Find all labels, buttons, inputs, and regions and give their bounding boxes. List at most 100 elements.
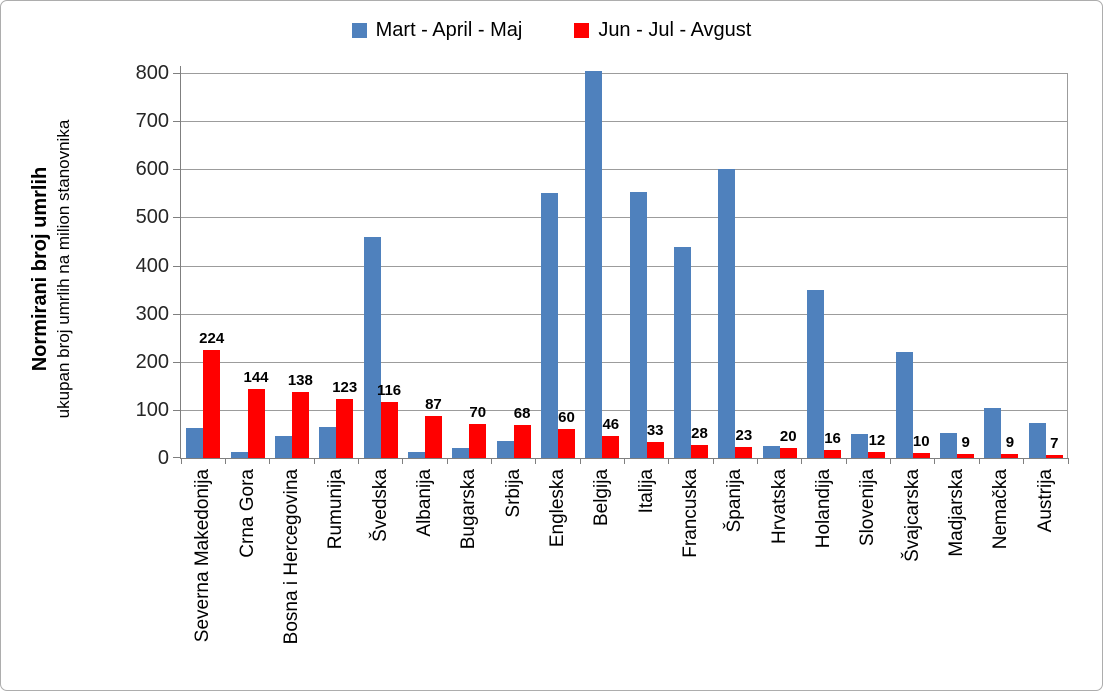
bar-group: 20 xyxy=(758,73,802,458)
value-label: 10 xyxy=(912,433,930,451)
y-axis-tick xyxy=(173,457,181,458)
bar-group: 116 xyxy=(358,73,402,458)
bar xyxy=(779,448,797,458)
bar xyxy=(540,193,558,458)
x-axis-tick xyxy=(269,458,271,464)
x-tick-label: Francuska xyxy=(680,469,702,558)
bar xyxy=(380,402,398,458)
bar-group: 10 xyxy=(891,73,935,458)
bar xyxy=(868,452,886,458)
y-axis-line xyxy=(180,66,181,459)
bar-group: 68 xyxy=(491,73,535,458)
x-tick-label: Engleska xyxy=(546,469,568,548)
bar-group: 28 xyxy=(669,73,713,458)
value-label: 138 xyxy=(287,371,313,389)
bar-group: 23 xyxy=(713,73,757,458)
x-axis-tick xyxy=(224,458,226,464)
value-label: 144 xyxy=(243,368,269,386)
bar-group: 60 xyxy=(536,73,580,458)
y-tick-label: 800 xyxy=(135,62,169,84)
bar-group: 33 xyxy=(625,73,669,458)
value-label: 123 xyxy=(332,378,358,396)
value-label: 60 xyxy=(558,409,575,427)
bar-group: 224 xyxy=(181,73,225,458)
value-label: 33 xyxy=(646,422,664,440)
legend: Mart - April - Maj Jun - Jul - Avgust xyxy=(1,15,1102,45)
bar xyxy=(718,169,736,458)
value-label: 116 xyxy=(376,382,402,400)
x-axis-tick xyxy=(446,458,448,464)
value-label: 28 xyxy=(691,424,708,442)
x-tick-label: Severna Makedonija xyxy=(192,469,214,643)
bar xyxy=(319,426,337,458)
value-label: 70 xyxy=(469,404,487,422)
value-label: 23 xyxy=(735,426,753,444)
x-tick-label: Madjarska xyxy=(946,469,968,557)
bar xyxy=(1028,422,1046,458)
bar-group: 16 xyxy=(802,73,846,458)
bar-group: 87 xyxy=(403,73,447,458)
bar-group: 7 xyxy=(1024,73,1068,458)
y-axis-tick xyxy=(173,73,181,74)
value-label: 7 xyxy=(1050,434,1059,452)
x-tick-label: Švedska xyxy=(369,469,391,542)
x-tick-label: Crna Gora xyxy=(236,469,258,558)
value-label: 12 xyxy=(868,432,886,450)
x-axis-tick xyxy=(624,458,625,464)
value-label: 68 xyxy=(513,405,531,423)
bar xyxy=(1045,454,1063,458)
value-label: 87 xyxy=(425,396,442,414)
y-axis-tick xyxy=(173,409,181,411)
gridline xyxy=(181,313,1068,315)
x-tick-label: Španija xyxy=(724,469,746,533)
legend-item-mart-april-maj: Mart - April - Maj xyxy=(351,18,523,42)
bar xyxy=(291,391,309,458)
bar xyxy=(496,441,514,458)
bar xyxy=(424,416,442,458)
y-axis-tick xyxy=(173,121,181,123)
bar-group: 9 xyxy=(935,73,979,458)
gridline xyxy=(181,409,1068,411)
legend-label: Mart - April - Maj xyxy=(375,18,523,41)
y-axis-subtitle: ukupan broj umrlih na milion stanovnika xyxy=(54,119,73,419)
value-label: 224 xyxy=(199,330,225,348)
bar xyxy=(735,446,753,458)
y-tick-label: 400 xyxy=(135,254,169,277)
x-axis-tick xyxy=(579,458,581,464)
bar xyxy=(1001,453,1019,458)
bar xyxy=(912,453,930,458)
bar-group: 9 xyxy=(979,73,1023,458)
bar xyxy=(691,444,709,458)
x-tick-label: Austrija xyxy=(1034,469,1056,533)
value-label: 9 xyxy=(1005,433,1015,451)
y-axis-tick xyxy=(173,361,181,363)
gridline xyxy=(181,217,1068,219)
bar xyxy=(940,432,958,458)
gridline xyxy=(181,361,1068,363)
y-tick-label: 0 xyxy=(157,447,169,469)
x-axis-tick xyxy=(313,458,315,464)
bar-group: 70 xyxy=(447,73,491,458)
x-axis-tick xyxy=(1067,458,1069,464)
x-tick-label: Holandija xyxy=(813,469,835,549)
bar-group: 123 xyxy=(314,73,358,458)
y-axis-tick xyxy=(173,169,181,171)
y-tick-label: 600 xyxy=(135,158,169,181)
bar xyxy=(602,435,620,458)
x-tick-label: Slovenija xyxy=(857,469,879,547)
y-tick-label: 700 xyxy=(135,110,169,133)
bar xyxy=(363,236,381,458)
y-tick-label: 100 xyxy=(135,398,169,421)
bar-group: 138 xyxy=(270,73,314,458)
x-axis-tick xyxy=(668,458,670,464)
bar-group: 46 xyxy=(580,70,624,458)
bar xyxy=(513,425,531,458)
bar xyxy=(646,442,664,458)
plot-area: 224 144 138 123 116 87 70 68 60 46 33 28 23 20 16 12 10 9… xyxy=(173,66,1069,464)
x-axis-tick xyxy=(845,458,847,464)
x-axis-tick xyxy=(180,458,182,464)
y-tick-label: 200 xyxy=(135,350,169,373)
bar xyxy=(557,429,575,458)
bar xyxy=(674,247,692,458)
bar xyxy=(469,424,487,458)
